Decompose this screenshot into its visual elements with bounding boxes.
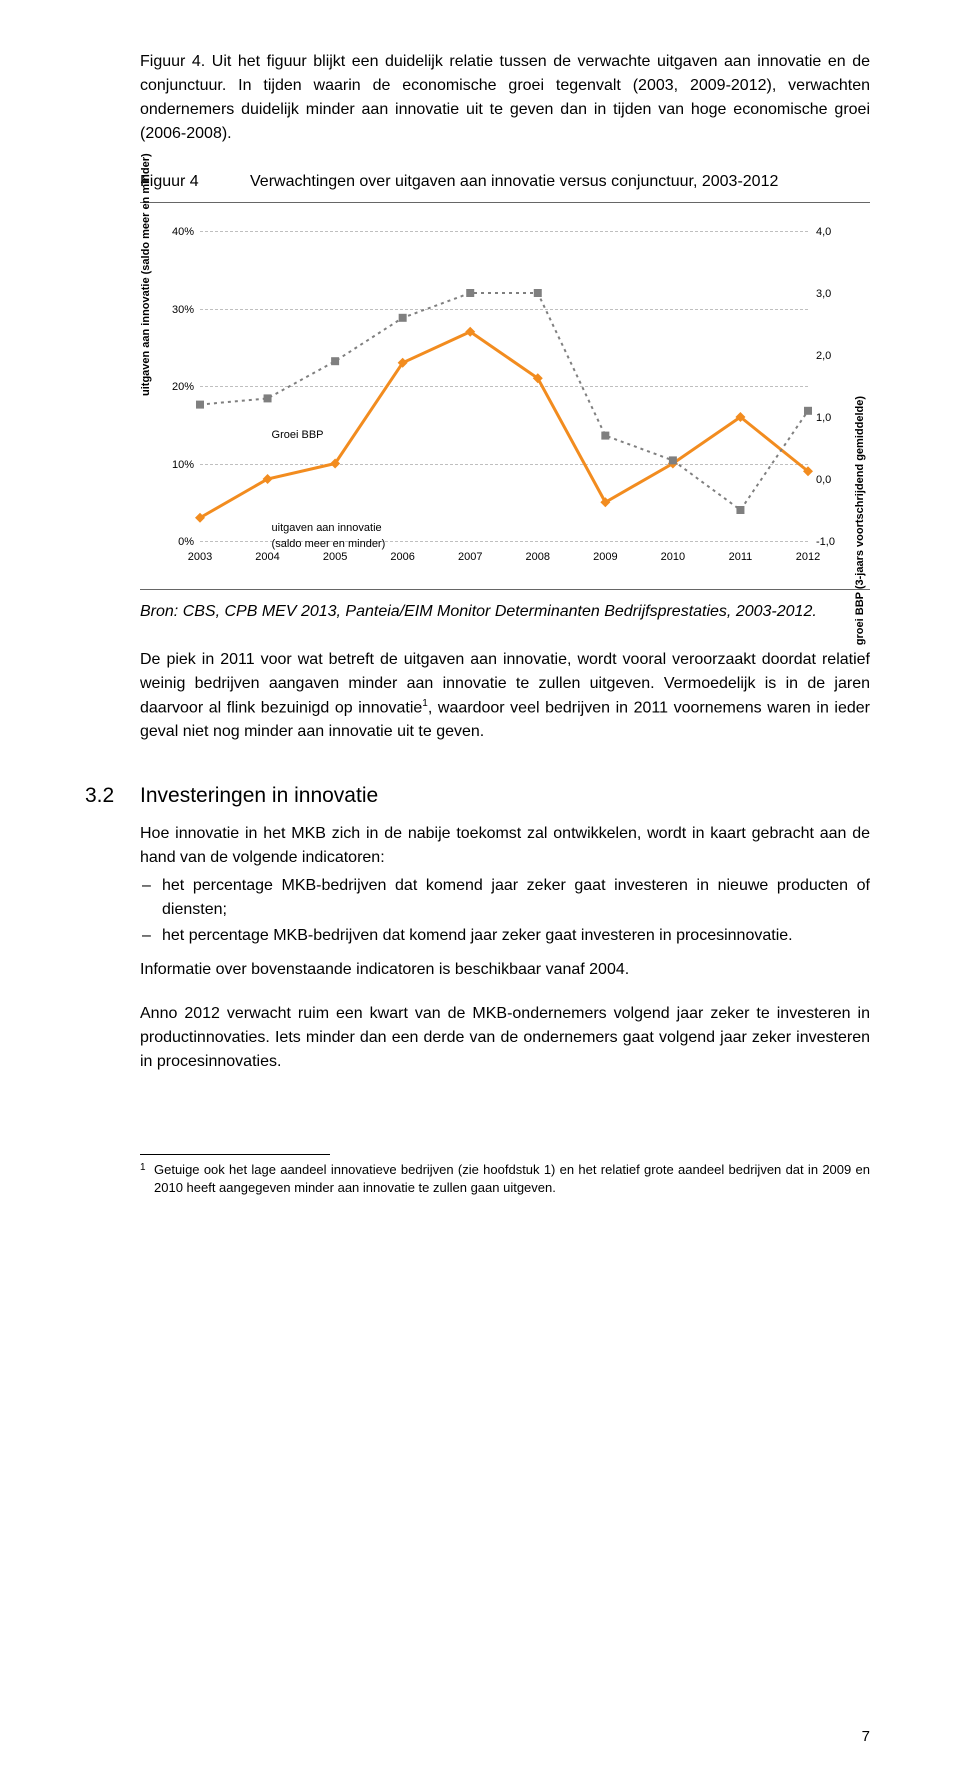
series-bbp-marker	[399, 314, 407, 322]
y-right-axis-title: groei BBP (3-jaars voortschrijdend gemid…	[852, 396, 869, 645]
section-intro: Hoe innovatie in het MKB zich in de nabi…	[140, 822, 870, 870]
y-right-tick: 4,0	[816, 224, 848, 241]
series-bbp-marker	[534, 289, 542, 297]
y-right-tick: 0,0	[816, 472, 848, 489]
x-tick: 2010	[661, 549, 685, 566]
x-tick: 2007	[458, 549, 482, 566]
series-innovatie-line	[200, 332, 808, 518]
series-bbp-marker	[331, 357, 339, 365]
series-bbp-marker	[196, 401, 204, 409]
footnote-text: Getuige ook het lage aandeel innovatieve…	[154, 1161, 870, 1197]
series-bbp-marker	[264, 394, 272, 402]
footnote-marker: 1	[140, 1161, 154, 1197]
x-tick: 2003	[188, 549, 212, 566]
series-bbp-marker	[601, 432, 609, 440]
after-chart-paragraph: De piek in 2011 voor wat betreft de uitg…	[140, 648, 870, 744]
list-item: het percentage MKB-bedrijven dat komend …	[162, 874, 870, 922]
y-left-tick: 30%	[164, 302, 194, 319]
series-bbp-marker	[669, 456, 677, 464]
y-left-tick: 10%	[164, 457, 194, 474]
x-tick: 2004	[255, 549, 279, 566]
series-bbp-marker	[466, 289, 474, 297]
footnote: 1 Getuige ook het lage aandeel innovatie…	[140, 1161, 870, 1197]
innovation-chart: uitgaven aan innovatie (saldo meer en mi…	[140, 221, 860, 571]
series-bbp-marker	[736, 506, 744, 514]
figure-header: Figuur 4 Verwachtingen over uitgaven aan…	[140, 170, 870, 203]
chart-source: Bron: CBS, CPB MEV 2013, Panteia/EIM Mon…	[140, 600, 870, 624]
section-title: Investeringen in innovatie	[140, 780, 870, 812]
figure-label: Figuur 4	[140, 170, 250, 194]
y-right-tick: 2,0	[816, 348, 848, 365]
x-tick: 2011	[729, 549, 753, 566]
x-tick: 2012	[796, 549, 820, 566]
y-right-tick: -1,0	[816, 534, 848, 551]
x-tick: 2006	[390, 549, 414, 566]
y-left-tick: 40%	[164, 224, 194, 241]
x-tick: 2008	[526, 549, 550, 566]
section-number: 3.2	[85, 780, 140, 812]
y-left-axis-title: uitgaven aan innovatie (saldo meer en mi…	[138, 153, 155, 396]
page-number: 7	[862, 1726, 870, 1749]
y-left-tick: 20%	[164, 379, 194, 396]
x-tick: 2005	[323, 549, 347, 566]
y-right-tick: 3,0	[816, 286, 848, 303]
section-info: Informatie over bovenstaande indicatoren…	[140, 958, 870, 982]
list-item: het percentage MKB-bedrijven dat komend …	[162, 924, 870, 948]
series-bbp-label: Groei BBP	[272, 427, 324, 444]
series-bbp-marker	[804, 407, 812, 415]
series-bbp-line	[200, 293, 808, 510]
x-tick: 2009	[593, 549, 617, 566]
figure-caption: Verwachtingen over uitgaven aan innovati…	[250, 170, 870, 194]
footnote-separator	[140, 1154, 330, 1155]
section-heading: 3.2 Investeringen in innovatie	[85, 780, 870, 812]
section-conclusion: Anno 2012 verwacht ruim een kwart van de…	[140, 1002, 870, 1074]
indicator-list: het percentage MKB-bedrijven dat komend …	[140, 874, 870, 948]
intro-paragraph: Figuur 4. Uit het figuur blijkt een duid…	[140, 50, 870, 146]
y-right-tick: 1,0	[816, 410, 848, 427]
